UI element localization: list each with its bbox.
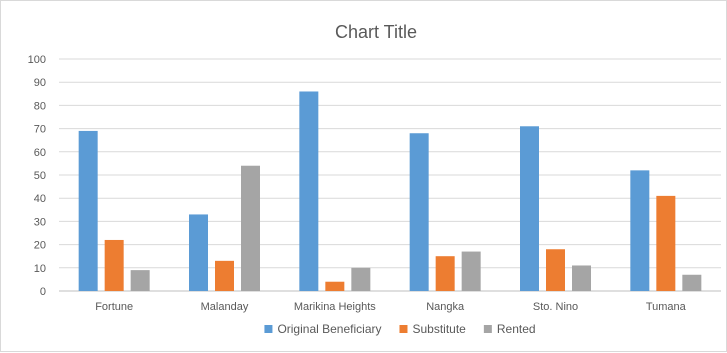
bar-rented-fortune (130, 270, 150, 291)
y-tick-label: 70 (34, 124, 46, 136)
legend-swatch (483, 325, 492, 333)
bar-substitute-malanday (215, 260, 234, 291)
y-tick-label: 40 (34, 193, 46, 205)
y-tick-label: 30 (34, 216, 46, 228)
x-tick-label: Sto. Nino (533, 301, 578, 313)
y-axis-ticks: 0 10 20 30 40 50 60 70 80 90 100 (28, 54, 46, 298)
bar-substitute-tumana (656, 195, 676, 291)
bar-original-beneficiary-fortune (78, 130, 98, 291)
legend-swatch (264, 325, 273, 333)
bar-rented-marikina-heights (351, 267, 371, 291)
bar-original-beneficiary-marikina-heights (299, 91, 319, 291)
legend-swatch (399, 325, 408, 333)
chart-title: Chart Title (335, 22, 417, 42)
bars (78, 91, 702, 291)
y-tick-label: 80 (34, 100, 46, 112)
x-tick-label: Marikina Heights (294, 301, 376, 313)
x-tick-label: Nangka (426, 301, 465, 313)
bar-original-beneficiary-nangka (409, 133, 429, 291)
gridlines (59, 58, 721, 292)
legend-label: Rented (497, 322, 536, 336)
x-tick-label: Malanday (201, 301, 249, 313)
bar-substitute-fortune (104, 239, 124, 291)
legend: Original Beneficiary Substitute Rented (264, 322, 536, 336)
bar-original-beneficiary-sto-nino (520, 126, 539, 291)
y-tick-label: 20 (34, 240, 46, 252)
bar-substitute-sto-nino (546, 249, 565, 291)
x-tick-label: Fortune (95, 301, 133, 313)
bar-substitute-marikina-heights (325, 281, 345, 291)
x-axis-ticks: Fortune Malanday Marikina Heights Nangka Sto… (95, 301, 686, 313)
legend-label: Original Beneficiary (277, 322, 381, 336)
y-tick-label: 0 (40, 286, 46, 298)
y-tick-label: 90 (34, 77, 46, 89)
y-tick-label: 100 (28, 54, 46, 66)
bar-rented-nangka (461, 251, 481, 291)
bar-rented-malanday (241, 165, 260, 291)
bar-substitute-nangka (435, 256, 455, 291)
y-tick-label: 10 (34, 263, 46, 275)
bar-original-beneficiary-malanday (189, 214, 208, 291)
y-tick-label: 60 (34, 147, 46, 159)
bar-rented-tumana (682, 274, 702, 291)
bar-rented-sto-nino (572, 265, 591, 291)
bar-original-beneficiary-tumana (630, 170, 650, 291)
legend-label: Substitute (412, 322, 466, 336)
x-tick-label: Tumana (646, 301, 687, 313)
y-tick-label: 50 (34, 170, 46, 182)
